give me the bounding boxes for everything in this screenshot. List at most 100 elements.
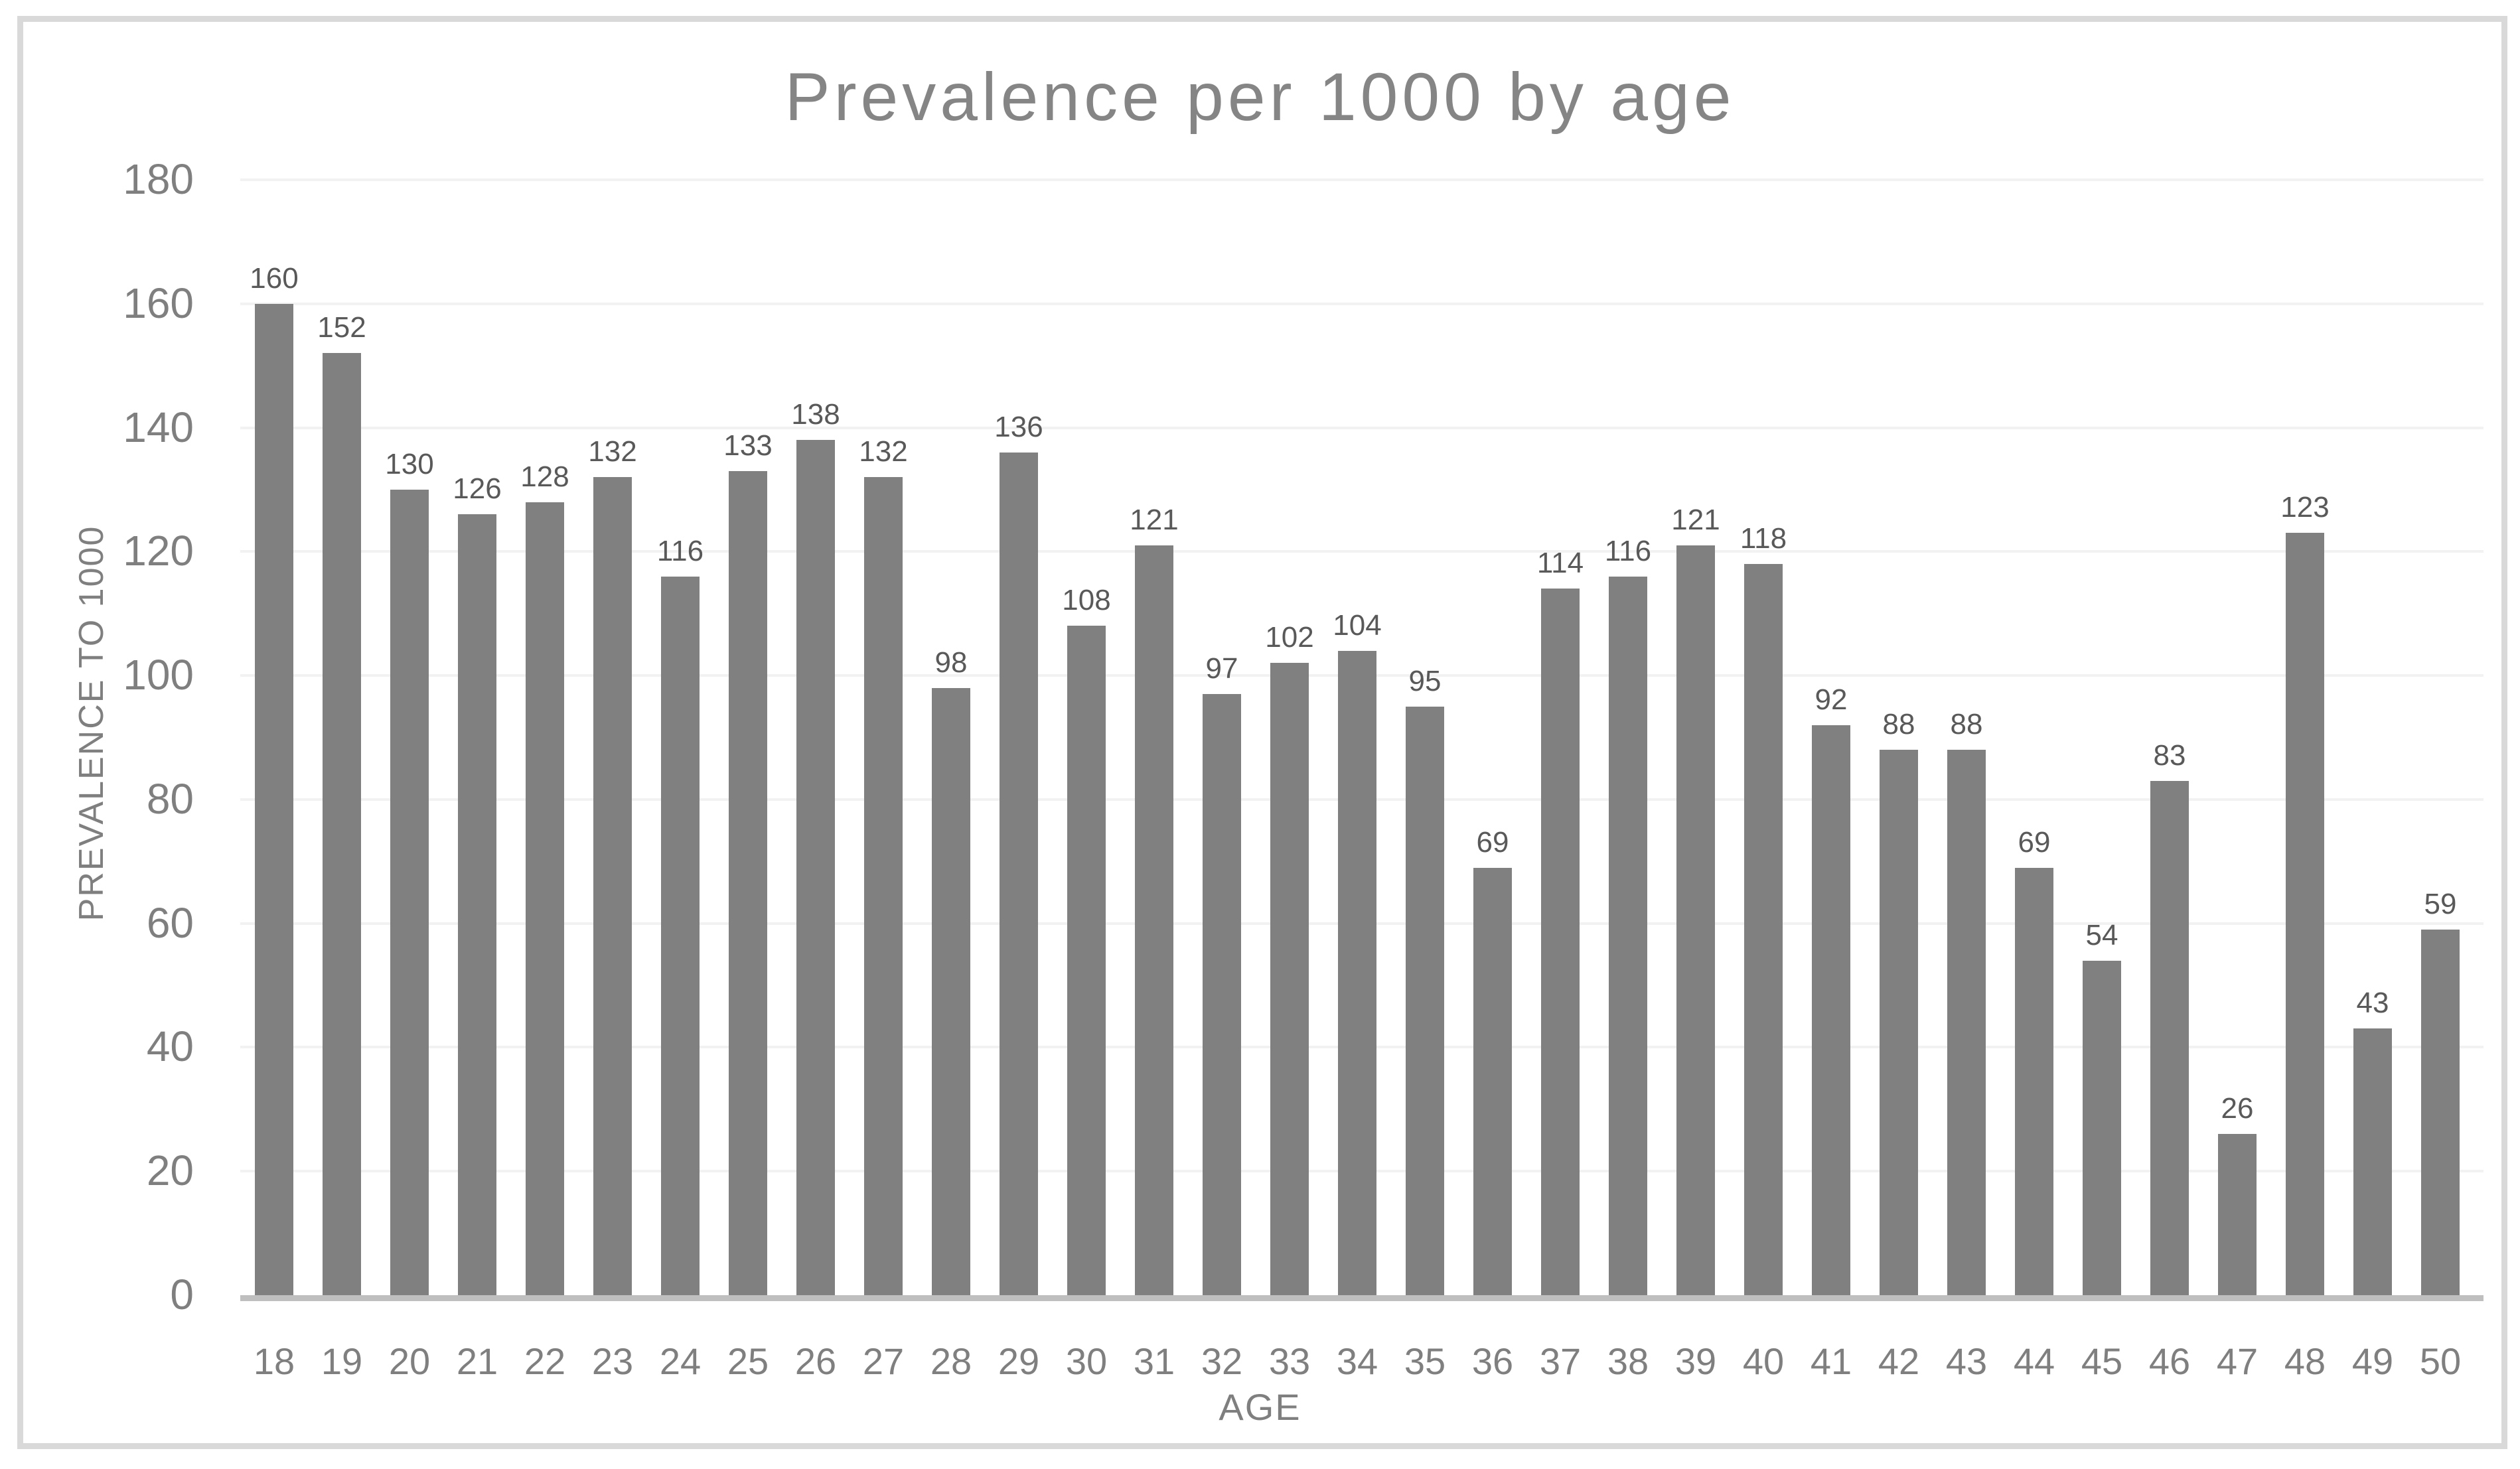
bar-age-38 [1609, 577, 1647, 1295]
bar-value-label-age-42: 88 [1882, 708, 1915, 740]
bar-value-label-age-35: 95 [1408, 665, 1442, 697]
bar-age-26 [796, 440, 835, 1295]
bar-age-28 [932, 688, 970, 1295]
x-tick-label-34: 34 [1336, 1340, 1378, 1382]
y-tick-label-140: 140 [123, 403, 194, 451]
bar-value-label-age-27: 132 [859, 435, 908, 468]
bar-age-22 [526, 502, 564, 1295]
bar-age-32 [1203, 694, 1241, 1295]
bar-age-47 [2218, 1134, 2257, 1295]
y-tick-label-60: 60 [146, 899, 194, 947]
bar-age-49 [2353, 1028, 2392, 1295]
x-tick-label-41: 41 [1810, 1340, 1852, 1382]
bar-value-label-age-18: 160 [250, 262, 299, 295]
x-tick-label-28: 28 [930, 1340, 972, 1382]
x-tick-label-30: 30 [1065, 1340, 1108, 1382]
bar-age-33 [1270, 663, 1309, 1295]
x-tick-label-25: 25 [727, 1340, 769, 1382]
plot-area: 160 152 130 126 128 132 116 133 138 132 98 136 108 12… [240, 178, 2483, 1295]
bar-value-label-age-33: 102 [1265, 621, 1314, 654]
y-tick-label-40: 40 [146, 1022, 194, 1070]
x-tick-label-43: 43 [1945, 1340, 1988, 1382]
x-tick-label-42: 42 [1878, 1340, 1920, 1382]
y-tick-label-180: 180 [123, 155, 194, 203]
bar-age-20 [390, 490, 429, 1295]
x-tick-label-20: 20 [388, 1340, 431, 1382]
bar-value-label-age-24: 116 [656, 535, 704, 567]
x-tick-label-46: 46 [2148, 1340, 2191, 1382]
x-tick-label-27: 27 [862, 1340, 905, 1382]
x-axis-title: AGE [1219, 1386, 1301, 1428]
bar-value-label-age-45: 54 [2085, 919, 2118, 951]
x-tick-label-29: 29 [998, 1340, 1040, 1382]
bar-age-43 [1947, 750, 1986, 1295]
x-tick-label-47: 47 [2216, 1340, 2259, 1382]
bar-value-label-age-32: 97 [1205, 652, 1238, 685]
chart-title: Prevalence per 1000 by age [784, 59, 1736, 135]
x-tick-label-23: 23 [591, 1340, 634, 1382]
bar-age-27 [864, 477, 903, 1295]
bar-value-label-age-38: 116 [1604, 535, 1652, 567]
bar-age-44 [2015, 868, 2053, 1295]
x-tick-label-21: 21 [456, 1340, 498, 1382]
x-tick-label-22: 22 [524, 1340, 566, 1382]
bar-value-label-age-48: 123 [2280, 491, 2330, 524]
bar-value-label-age-22: 128 [520, 460, 569, 493]
bar-age-45 [2083, 961, 2121, 1295]
bar-value-label-age-29: 136 [994, 411, 1043, 443]
bar-value-label-age-37: 114 [1536, 547, 1584, 579]
bar-value-label-age-40: 118 [1740, 522, 1787, 555]
bar-age-23 [593, 477, 632, 1295]
bar-value-label-age-28: 98 [934, 646, 968, 679]
bar-age-21 [458, 514, 496, 1295]
x-tick-label-24: 24 [659, 1340, 702, 1382]
y-tick-label-0: 0 [170, 1271, 194, 1318]
x-tick-label-36: 36 [1471, 1340, 1514, 1382]
bar-age-31 [1135, 545, 1173, 1295]
bar-age-42 [1880, 750, 1918, 1295]
x-tick-label-35: 35 [1404, 1340, 1446, 1382]
bar-age-34 [1338, 651, 1376, 1295]
bar-age-50 [2421, 930, 2460, 1295]
x-tick-label-33: 33 [1268, 1340, 1311, 1382]
x-tick-label-18: 18 [253, 1340, 295, 1382]
bar-value-label-age-23: 132 [588, 435, 637, 468]
x-tick-label-50: 50 [2419, 1340, 2462, 1382]
bar-age-19 [323, 353, 361, 1295]
y-tick-label-120: 120 [123, 527, 194, 575]
gridline-160 [240, 303, 2483, 305]
bar-age-36 [1473, 868, 1512, 1295]
x-tick-label-37: 37 [1539, 1340, 1582, 1382]
x-tick-label-31: 31 [1133, 1340, 1175, 1382]
y-tick-label-100: 100 [123, 651, 194, 699]
bar-value-label-age-25: 133 [723, 429, 773, 462]
bar-value-label-age-39: 121 [1671, 504, 1720, 536]
x-tick-label-26: 26 [794, 1340, 837, 1382]
bar-value-label-age-19: 152 [317, 311, 366, 344]
gridline-120 [240, 550, 2483, 553]
bar-age-25 [729, 471, 767, 1295]
y-tick-label-160: 160 [123, 279, 194, 327]
y-axis-title-text: PREVALENCE TO 1000 [72, 525, 111, 922]
bar-age-37 [1541, 589, 1580, 1295]
x-tick-label-19: 19 [321, 1340, 363, 1382]
bar-value-label-age-26: 138 [791, 398, 840, 431]
y-tick-label-20: 20 [146, 1147, 194, 1194]
bar-age-24 [661, 577, 700, 1295]
bar-age-39 [1676, 545, 1715, 1295]
x-tick-label-40: 40 [1742, 1340, 1785, 1382]
bar-age-30 [1067, 626, 1106, 1295]
bar-value-label-age-30: 108 [1062, 584, 1111, 616]
bar-value-label-age-50: 59 [2424, 888, 2457, 920]
x-tick-label-49: 49 [2351, 1340, 2394, 1382]
bar-value-label-age-49: 43 [2356, 987, 2389, 1019]
bar-value-label-age-46: 83 [2153, 739, 2186, 772]
bar-value-label-age-43: 88 [1950, 708, 1983, 740]
gridline-180 [240, 178, 2483, 181]
x-axis-line [240, 1295, 2483, 1301]
x-tick-label-32: 32 [1201, 1340, 1243, 1382]
bar-age-40 [1744, 564, 1783, 1295]
bar-age-35 [1406, 707, 1444, 1295]
bar-value-label-age-20: 130 [385, 448, 434, 480]
x-tick-label-48: 48 [2284, 1340, 2326, 1382]
